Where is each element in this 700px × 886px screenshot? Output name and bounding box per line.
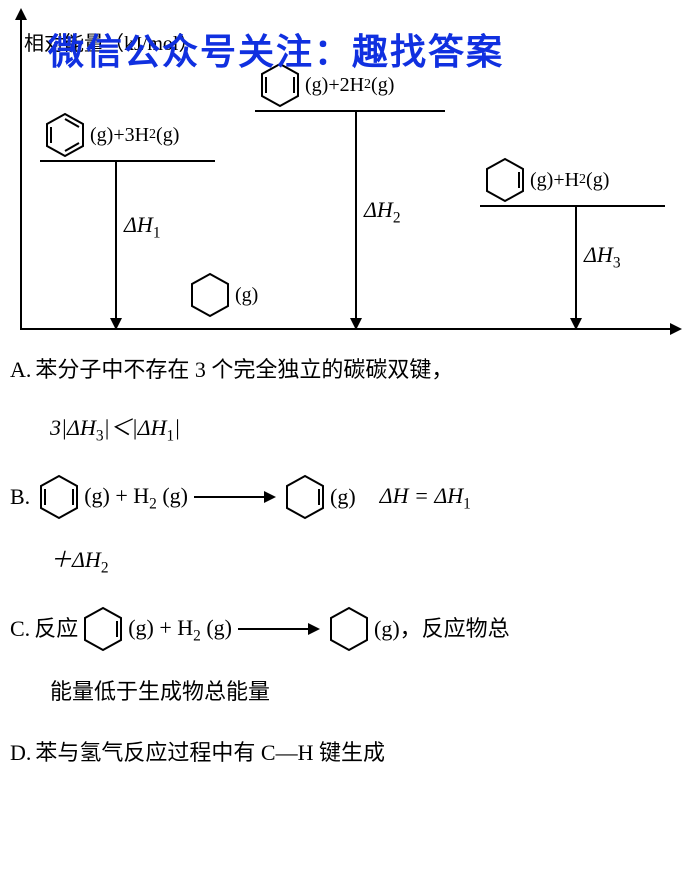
energy-level-3 <box>480 205 665 207</box>
product-text: (g) <box>235 277 258 313</box>
option-a-line1: 苯分子中不存在 3 个完全独立的碳碳双键， <box>35 350 453 390</box>
reaction-arrow-icon <box>238 628 318 630</box>
option-b-rhs: (g) <box>330 477 356 517</box>
level1-text: (g)+3H <box>90 117 149 153</box>
option-a: A. 苯分子中不存在 3 个完全独立的碳碳双键， <box>10 350 690 390</box>
energy-level-1 <box>40 160 215 162</box>
energy-diagram: 相对能量（kJ/mol） 微信公众号关注：趣找答案 (g)+3H2(g) ΔH1… <box>10 10 690 340</box>
level3-label: (g)+H2(g) <box>480 155 609 205</box>
option-b-letter: B. <box>10 477 30 517</box>
cyclohexene-icon <box>480 155 530 205</box>
option-c-letter: C. <box>10 609 30 649</box>
option-c-lhs: (g) + H2 (g) <box>128 608 232 650</box>
energy-level-2 <box>255 110 445 112</box>
dh2-label: ΔH2 <box>364 190 401 232</box>
arrow-dh1 <box>115 162 117 328</box>
option-b-dh: ΔH = ΔH1 <box>380 476 471 518</box>
option-c: C. 反应 (g) + H2 (g) (g)，反应物总 <box>10 604 690 654</box>
level3-text: (g)+H <box>530 162 579 198</box>
option-d-letter: D. <box>10 733 31 773</box>
cyclohexane-icon <box>185 270 235 320</box>
option-d-text: 苯与氢气反应过程中有 C—H 键生成 <box>35 733 385 773</box>
watermark-text: 微信公众号关注：趣找答案 <box>48 20 504 85</box>
option-a-letter: A. <box>10 350 31 390</box>
option-c-prefix: 反应 <box>34 609 78 649</box>
cyclohexadiene-icon <box>34 472 84 522</box>
answer-options: A. 苯分子中不存在 3 个完全独立的碳碳双键， 3|ΔH3|＜|ΔH1| B.… <box>10 350 690 773</box>
arrow-dh3 <box>575 207 577 328</box>
reaction-arrow-icon <box>194 496 274 498</box>
option-b: B. (g) + H2 (g) (g) ΔH = ΔH1 <box>10 472 690 522</box>
level1-label: (g)+3H2(g) <box>40 110 179 160</box>
cyclohexene-icon <box>280 472 330 522</box>
benzene-icon <box>40 110 90 160</box>
dh3-label: ΔH3 <box>584 235 621 277</box>
product-label: (g) <box>185 270 258 320</box>
option-a-line2: 3|ΔH3|＜|ΔH1| <box>50 408 690 450</box>
option-b-lhs: (g) + H2 (g) <box>84 476 188 518</box>
option-b-line2: ＋ΔH2 <box>50 540 690 582</box>
option-c-rhs: (g)，反应物总 <box>374 609 510 649</box>
dh1-label: ΔH1 <box>124 205 161 247</box>
arrow-dh2 <box>355 112 357 328</box>
cyclohexene-icon <box>78 604 128 654</box>
option-c-line2: 能量低于生成物总能量 <box>50 672 690 712</box>
y-axis <box>20 10 22 330</box>
cyclohexane-icon <box>324 604 374 654</box>
option-d: D. 苯与氢气反应过程中有 C—H 键生成 <box>10 733 690 773</box>
